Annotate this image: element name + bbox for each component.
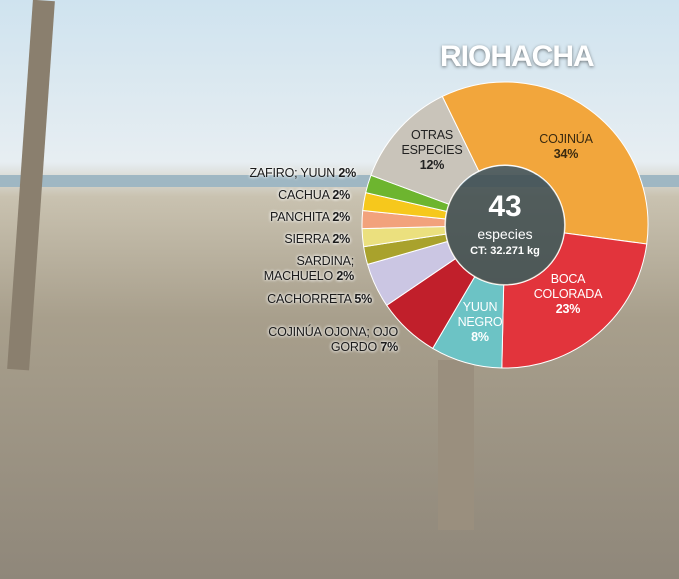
value-label: 34%	[554, 147, 578, 161]
value-label: 8%	[471, 330, 489, 344]
category-label: COJINÚA OJONA; OJO GORDO	[268, 325, 398, 354]
category-label: PANCHITA	[270, 210, 329, 224]
value-label: 12%	[420, 158, 444, 172]
value-label: 5%	[354, 292, 372, 306]
slice-label: COJINÚA OJONA; OJO GORDO 7%	[248, 325, 398, 355]
slice-label: CACHUA 2%	[200, 188, 350, 203]
donut-hole	[446, 166, 564, 284]
category-label: CACHUA	[278, 188, 329, 202]
category-label: CACHORRETA	[267, 292, 351, 306]
category-label: OTRAS ESPECIES	[402, 128, 463, 157]
slice-label: CACHORRETA 5%	[222, 292, 372, 307]
center-total: CT: 32.271 kg	[445, 245, 565, 257]
slice-label: PANCHITA 2%	[200, 210, 350, 225]
value-label: 2%	[332, 188, 350, 202]
slice-label: SARDINA; MACHUELO 2%	[244, 254, 354, 284]
value-label: 23%	[556, 302, 580, 316]
center-count: 43	[445, 190, 565, 224]
category-label: YUUN NEGRO	[458, 300, 503, 329]
value-label: 2%	[338, 166, 356, 180]
value-label: 2%	[332, 232, 350, 246]
category-label: ZAFIRO; YUUN	[249, 166, 335, 180]
value-label: 7%	[380, 340, 398, 354]
value-label: 2%	[336, 269, 354, 283]
slice-label: ZAFIRO; YUUN 2%	[206, 166, 356, 181]
slice-label: SIERRA 2%	[200, 232, 350, 247]
category-label: COJINÚA	[539, 132, 592, 146]
category-label: BOCA COLORADA	[534, 272, 603, 301]
value-label: 2%	[332, 210, 350, 224]
palm-trunk	[438, 360, 474, 530]
infographic: RIOHACHA 43 especies CT: 32.271 kg COJIN…	[0, 0, 679, 579]
category-label: SIERRA	[284, 232, 329, 246]
center-unit: especies	[445, 226, 565, 242]
chart-title: RIOHACHA	[440, 40, 594, 74]
